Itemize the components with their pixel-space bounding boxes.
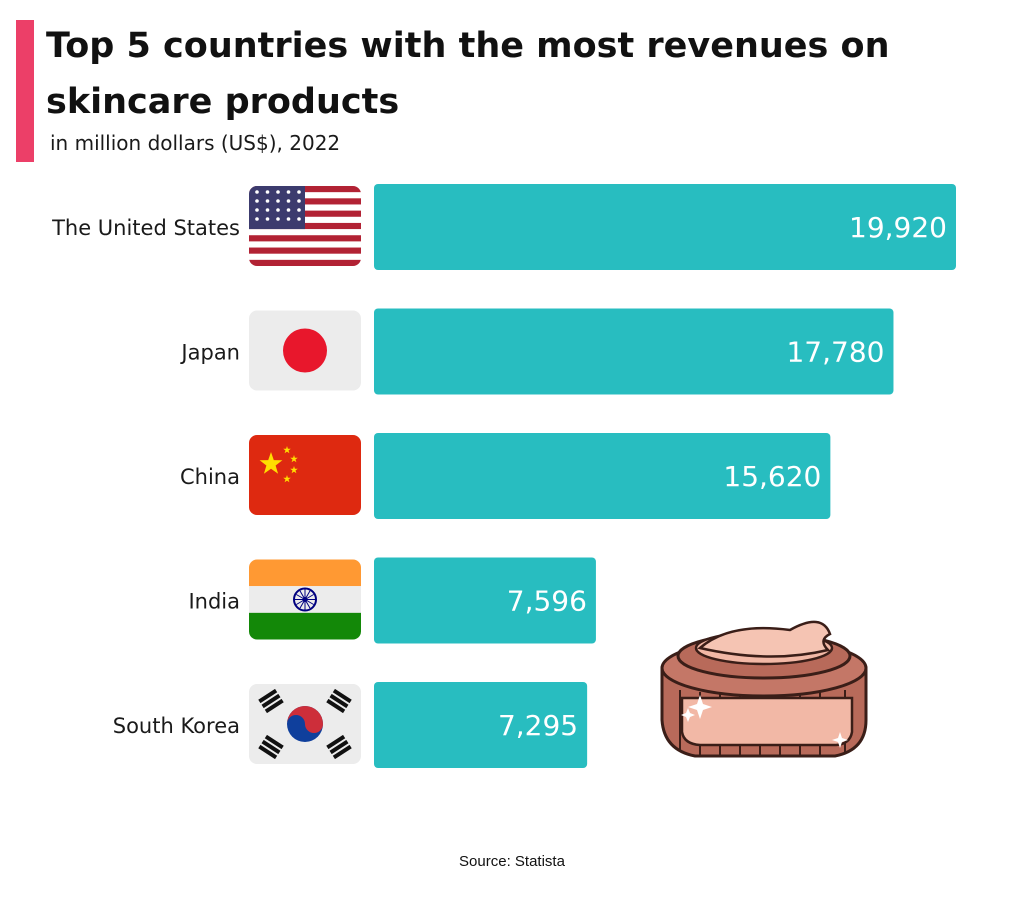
value-label: 7,596 bbox=[507, 585, 587, 618]
bar bbox=[374, 184, 956, 270]
china-flag-icon bbox=[249, 435, 361, 515]
category-label: South Korea bbox=[113, 714, 240, 738]
value-label: 17,780 bbox=[786, 336, 884, 369]
bar bbox=[374, 682, 588, 768]
bar bbox=[374, 557, 596, 644]
source-note: Source: Statista bbox=[459, 853, 565, 870]
japan-flag-icon bbox=[249, 310, 361, 391]
category-label: India bbox=[188, 590, 240, 614]
category-label: Japan bbox=[179, 341, 240, 365]
south-korea-flag-icon bbox=[249, 684, 361, 764]
chart-title: Top 5 countries with the most revenues o… bbox=[46, 26, 890, 122]
category-label: The United States bbox=[51, 216, 240, 240]
value-label: 15,620 bbox=[723, 460, 821, 493]
chart-subtitle: in million dollars (US$), 2022 bbox=[50, 131, 341, 155]
title-accent-bar bbox=[16, 20, 34, 162]
us-flag-icon bbox=[249, 186, 361, 266]
bar bbox=[374, 433, 831, 519]
value-label: 7,295 bbox=[498, 709, 578, 742]
bar bbox=[374, 308, 894, 395]
india-flag-icon bbox=[249, 559, 361, 640]
cream-jar-icon bbox=[660, 620, 868, 758]
category-label: China bbox=[180, 465, 240, 489]
value-label: 19,920 bbox=[849, 211, 947, 244]
